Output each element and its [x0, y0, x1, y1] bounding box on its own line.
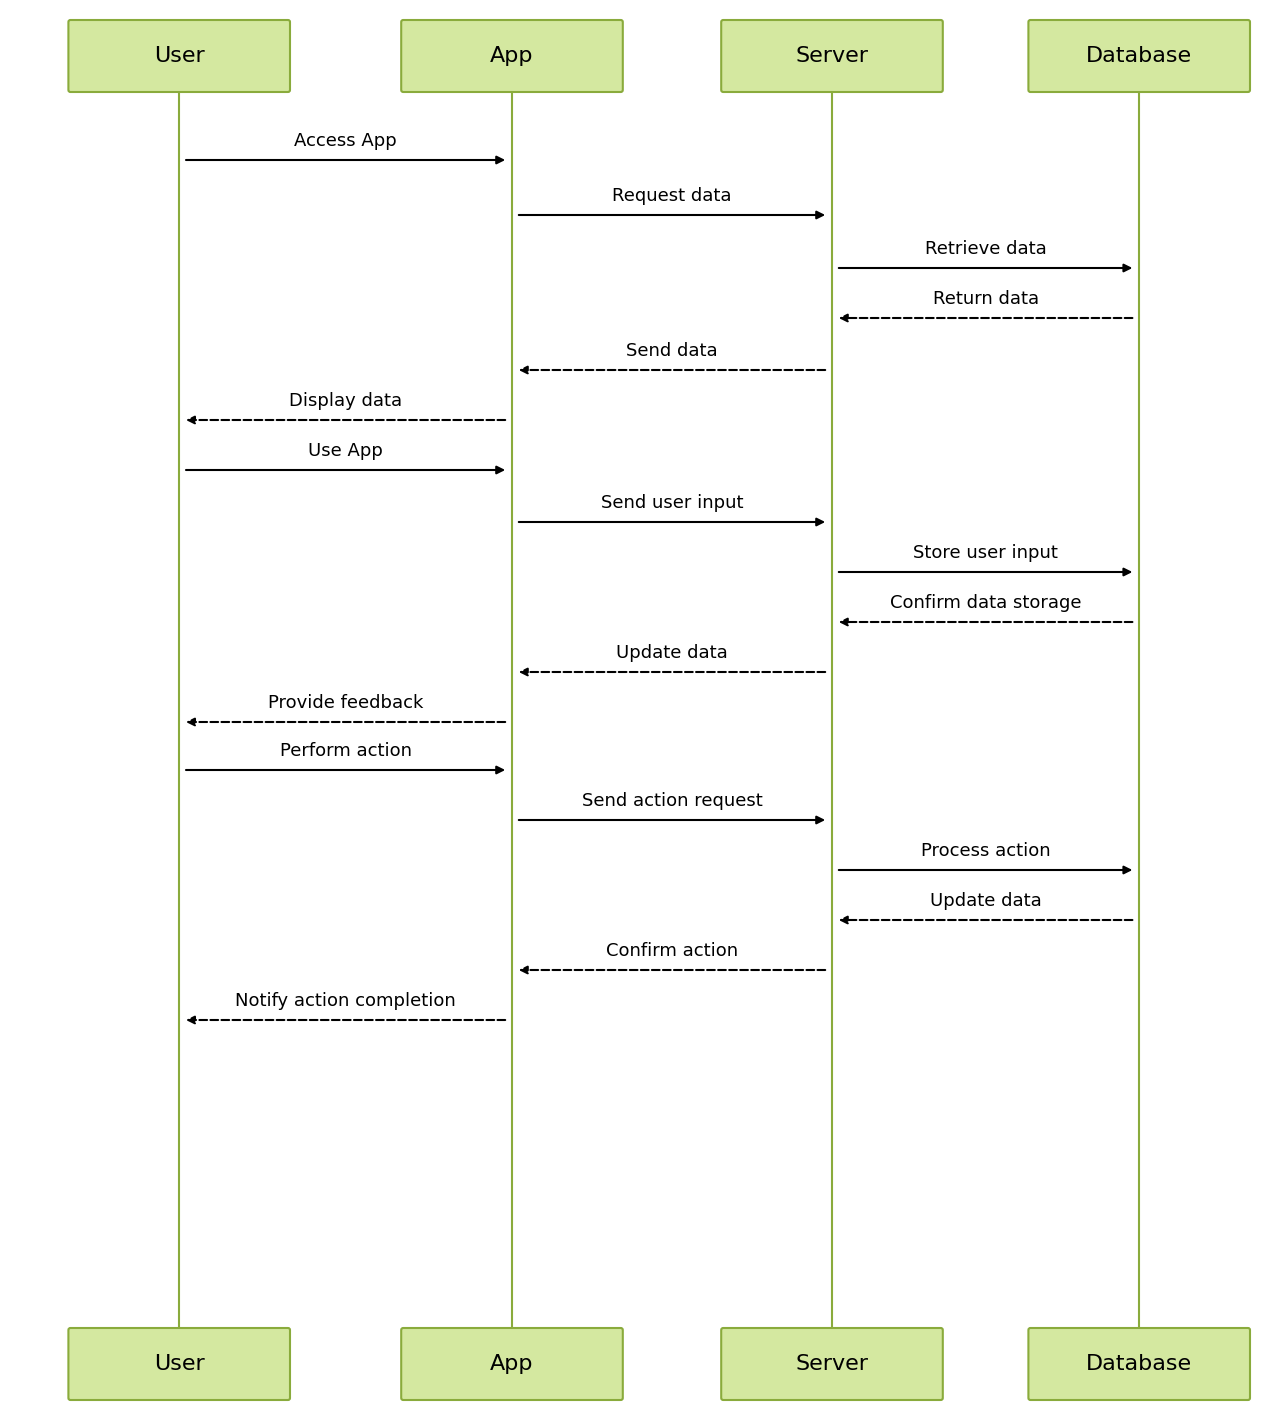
Text: Store user input: Store user input — [913, 544, 1059, 562]
FancyBboxPatch shape — [721, 20, 943, 92]
FancyBboxPatch shape — [1028, 20, 1251, 92]
Text: User: User — [154, 1355, 205, 1375]
Text: Database: Database — [1087, 1355, 1192, 1375]
FancyBboxPatch shape — [401, 20, 623, 92]
Text: Perform action: Perform action — [279, 741, 412, 760]
Text: Update data: Update data — [616, 645, 728, 662]
Text: Request data: Request data — [612, 186, 732, 205]
Text: Send action request: Send action request — [581, 793, 763, 810]
Text: Provide feedback: Provide feedback — [268, 694, 424, 712]
Text: Database: Database — [1087, 46, 1192, 65]
Text: Process action: Process action — [920, 842, 1051, 859]
FancyBboxPatch shape — [401, 1328, 623, 1400]
Text: Confirm action: Confirm action — [605, 942, 739, 961]
FancyBboxPatch shape — [721, 1328, 943, 1400]
Text: Access App: Access App — [294, 132, 397, 149]
Text: Send data: Send data — [626, 342, 718, 360]
Text: Server: Server — [795, 46, 869, 65]
Text: App: App — [490, 46, 534, 65]
FancyBboxPatch shape — [68, 20, 291, 92]
Text: Retrieve data: Retrieve data — [924, 240, 1047, 258]
Text: App: App — [490, 1355, 534, 1375]
Text: Server: Server — [795, 1355, 869, 1375]
Text: User: User — [154, 46, 205, 65]
Text: Return data: Return data — [933, 290, 1038, 307]
Text: Send user input: Send user input — [600, 494, 744, 512]
Text: Update data: Update data — [929, 892, 1042, 909]
Text: Notify action completion: Notify action completion — [236, 992, 456, 1010]
Text: Use App: Use App — [308, 443, 383, 460]
FancyBboxPatch shape — [1028, 1328, 1251, 1400]
FancyBboxPatch shape — [68, 1328, 291, 1400]
Text: Display data: Display data — [289, 391, 402, 410]
Text: Confirm data storage: Confirm data storage — [890, 593, 1082, 612]
